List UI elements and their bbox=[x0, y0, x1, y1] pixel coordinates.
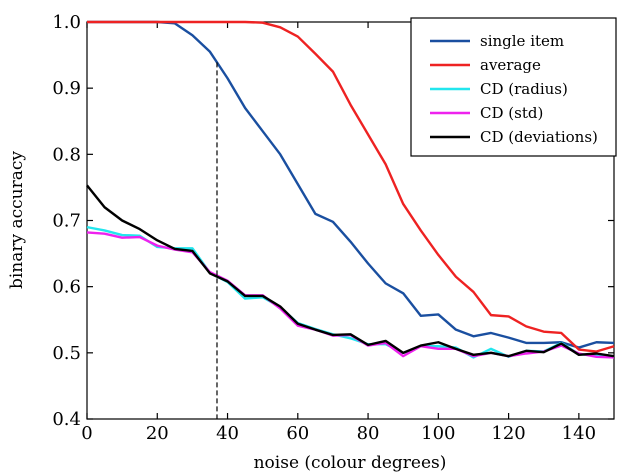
x-tick-label: 80 bbox=[357, 423, 380, 444]
y-axis: 0.4 0.5 0.6 0.7 0.8 0.9 1.0 bbox=[52, 12, 614, 430]
y-tick-label: 0.9 bbox=[52, 78, 81, 99]
legend-label-average: average bbox=[480, 56, 541, 74]
x-tick-label: 40 bbox=[216, 423, 239, 444]
y-tick-label: 0.8 bbox=[52, 144, 81, 165]
legend-label-cd-std: CD (std) bbox=[480, 104, 543, 122]
series-layer bbox=[86, 20, 615, 359]
legend: single item average CD (radius) CD (std) CD … bbox=[410, 17, 617, 157]
x-axis: 0 20 40 60 80 100 120 140 bbox=[81, 22, 596, 444]
legend-items: single item average CD (radius) CD (std) CD … bbox=[430, 32, 598, 146]
x-tick-label: 120 bbox=[491, 423, 525, 444]
legend-label-cd-radius: CD (radius) bbox=[480, 80, 568, 98]
y-tick-label: 0.6 bbox=[52, 277, 81, 298]
y-axis-label: binary accuracy bbox=[7, 151, 27, 289]
y-tick-label: 0.7 bbox=[52, 211, 81, 232]
x-tick-label: 0 bbox=[81, 423, 92, 444]
legend-label-cd-deviations: CD (deviations) bbox=[480, 128, 598, 146]
series-line-single-item bbox=[87, 20, 615, 349]
y-tick-label: 1.0 bbox=[52, 12, 81, 33]
x-tick-label: 140 bbox=[562, 423, 596, 444]
series-line-average bbox=[87, 20, 615, 353]
series-line-cd-deviations bbox=[86, 184, 615, 358]
legend-label-single-item: single item bbox=[480, 32, 564, 50]
x-axis-label: noise (colour degrees) bbox=[254, 453, 447, 473]
y-tick-label: 0.5 bbox=[52, 343, 81, 364]
x-tick-label: 100 bbox=[421, 423, 455, 444]
x-tick-label: 60 bbox=[286, 423, 309, 444]
y-tick-label: 0.4 bbox=[52, 409, 81, 430]
x-tick-label: 20 bbox=[146, 423, 169, 444]
